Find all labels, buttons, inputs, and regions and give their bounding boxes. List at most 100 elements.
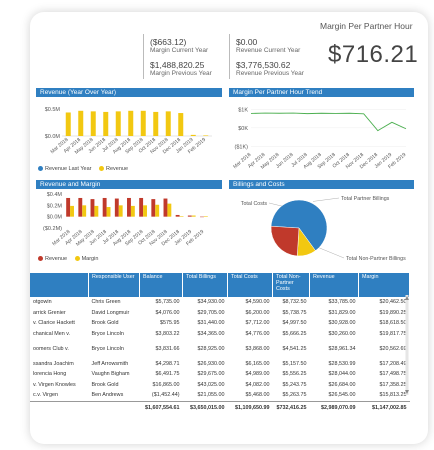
bar	[203, 135, 209, 136]
table-cell: $20,462.50	[379, 299, 407, 306]
table-cell: arrick Grenier	[33, 309, 66, 316]
table-cell: $34,930.00	[197, 299, 225, 306]
table-cell: ($1,452.44)	[151, 392, 180, 399]
table-cell: c.v. Virgen	[33, 392, 58, 399]
col-header-responsible-user[interactable]: Responsible User	[88, 273, 140, 297]
table-row[interactable]: chanical Men v. Bryce Lincoln $3,803.22 $34…	[30, 329, 410, 340]
y-tick-label: $0.2M	[47, 203, 63, 209]
table-cell: $4,082.00	[245, 381, 270, 388]
table-cell: v. Virgen Knowles	[33, 381, 76, 388]
y-tick-label: $0.4M	[47, 192, 63, 198]
table-cell: $21,055.00	[197, 392, 225, 399]
table-cell: $6,165.00	[245, 360, 270, 367]
table-row[interactable]: oomers Club v. Bryce Lincoln $3,831.66 $28,…	[30, 339, 410, 358]
table-cell: $17,498.75	[379, 371, 407, 378]
y-tick-label: $0K	[238, 126, 248, 132]
kpi-label: Margin Previous Year	[150, 70, 212, 77]
col-header-total-costs[interactable]: Total Costs	[227, 273, 273, 297]
legend-label: Revenue Last Year	[45, 166, 92, 172]
table-row[interactable]: arrick Grenier David Longmuir $4,076.00 $29…	[30, 308, 410, 319]
table-cell: $4,541.25	[282, 345, 307, 352]
table-row[interactable]: lorencia Hong Vaughn Bigham $6,491.75 $29,6…	[30, 369, 410, 380]
bar	[90, 111, 96, 136]
panel-title-revenue-yoy: Revenue (Year Over Year)	[36, 88, 222, 97]
bar-margin	[191, 215, 196, 217]
kpi-label: Revenue Previous Year	[236, 70, 304, 77]
table-cell: Bryce Lincoln	[91, 345, 124, 352]
table-cell: $4,590.00	[245, 299, 270, 306]
table-cell: $3,650,015.00	[182, 400, 228, 414]
bar-revenue	[151, 199, 156, 217]
y-tick-label: $0.0M	[47, 215, 63, 221]
bar-revenue	[175, 214, 180, 217]
col-header-margin[interactable]: Margin	[358, 273, 410, 297]
table-scrollbar[interactable]	[404, 295, 410, 395]
kpi-divider	[229, 34, 230, 79]
bar-revenue	[66, 197, 71, 217]
table-cell: chanical Men v.	[33, 331, 71, 338]
kpi-revenue-current: $0.00 Revenue Current Year	[236, 37, 300, 54]
table-cell: $28,044.00	[328, 371, 356, 378]
table-row[interactable]: otgowin Chris Green $5,735.00 $34,930.00 $4,…	[30, 297, 410, 308]
kpi-value: $0.00	[236, 37, 258, 47]
table-cell: $5,738.75	[282, 309, 307, 316]
bar-revenue	[78, 197, 83, 217]
col-header-total-billings[interactable]: Total Billings	[182, 273, 228, 297]
bar-revenue	[139, 197, 144, 217]
table-cell: $26,930.00	[197, 360, 225, 367]
kpi-value: $1,488,820.25	[150, 60, 205, 70]
table-cell: $5,735.00	[155, 299, 180, 306]
table-cell: $31,440.00	[197, 320, 225, 327]
kpi-value: ($663.12)	[150, 37, 187, 47]
trend-line	[250, 112, 407, 132]
margin-per-partner-hour-title: Margin Per Partner Hour	[320, 21, 413, 31]
panel-title-billings-costs: Billings and Costs	[229, 180, 414, 189]
bar	[178, 113, 184, 136]
kpi-margin-current: ($663.12) Margin Current Year	[150, 37, 208, 54]
panel-title-revenue-margin: Revenue and Margin	[36, 180, 222, 189]
table-cell: $3,868.00	[245, 345, 270, 352]
table-cell: $2,989,070.09	[309, 400, 359, 414]
table-cell: $16,865.00	[152, 381, 180, 388]
table-row[interactable]: v. Clarice Hackett Brook Gold $575.95 $31,4…	[30, 318, 410, 329]
table-cell: $732,416.25	[272, 400, 310, 414]
bar-revenue	[187, 215, 192, 217]
bar	[153, 111, 159, 136]
table-cell: Vaughn Bigham	[91, 371, 130, 378]
table-cell: $575.95	[160, 320, 180, 327]
col-header-client[interactable]	[30, 273, 89, 297]
table-cell: $5,468.00	[245, 392, 270, 399]
legend-dot	[74, 256, 80, 261]
table-cell: $17,208.49	[379, 360, 407, 367]
col-header-revenue[interactable]: Revenue	[309, 273, 359, 297]
col-header-non-partner-costs[interactable]: Total Non-Partner Costs	[272, 273, 310, 297]
table-cell: $5,243.75	[282, 381, 307, 388]
pie-label: Total Costs	[241, 201, 268, 207]
table-total-row[interactable]: $1,607,554.61 $3,650,015.00 $1,109,650.99 $…	[30, 400, 410, 414]
legend-item: Revenue	[38, 256, 67, 262]
bar-margin	[118, 205, 123, 217]
bar-margin	[143, 205, 147, 217]
bar-revenue	[200, 216, 204, 218]
y-tick-label: ($0.2M)	[43, 226, 62, 232]
table-cell: $5,157.50	[282, 360, 307, 367]
legend-label: Margin	[81, 256, 99, 262]
table-cell: $26,545.00	[328, 392, 356, 399]
leader-line	[318, 247, 345, 259]
table-row[interactable]: v. Virgen Knowles Brook Gold $16,865.00 $43…	[30, 380, 410, 391]
table-cell: $19,890.25	[379, 309, 407, 316]
col-header-balance[interactable]: Balance	[139, 273, 183, 297]
table-cell: $4,989.00	[245, 371, 270, 378]
table-cell: $4,298.71	[155, 360, 180, 367]
table-cell: $30,928.00	[328, 320, 356, 327]
table-row[interactable]: c.v. Virgen Ben Andrews ($1,452.44) $21,055…	[30, 390, 410, 401]
y-tick-label: ($1K)	[235, 144, 249, 150]
kpi-value: $3,776,530.62	[236, 60, 291, 70]
kpi-revenue-previous: $3,776,530.62 Revenue Previous Year	[236, 60, 304, 77]
bar-margin	[179, 216, 184, 217]
table-row[interactable]: ssandra Joachim Jeff Arrowsmith $4,298.71 $…	[30, 358, 410, 369]
leader-line	[312, 197, 340, 202]
revenue-yoy-legend: Revenue Last Year Revenue	[38, 166, 134, 172]
data-table: Responsible User Balance Total Billings …	[30, 273, 410, 414]
